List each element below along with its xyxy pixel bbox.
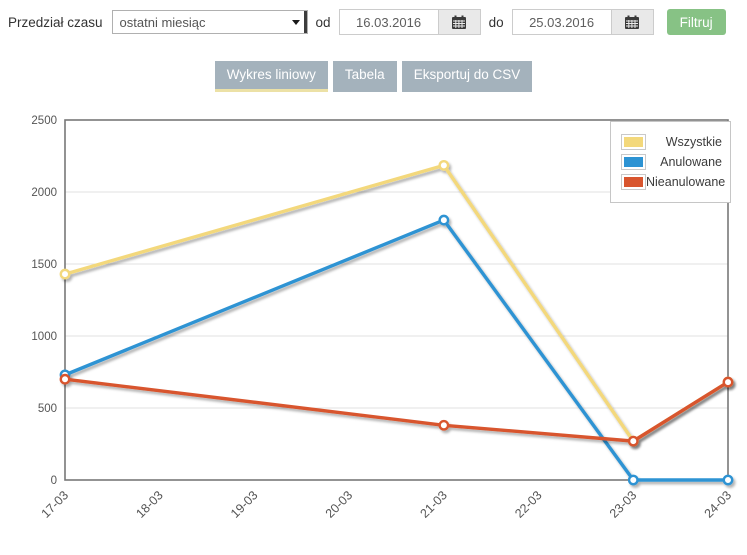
- calendar-icon: [452, 15, 467, 29]
- select-edge: [303, 11, 307, 33]
- data-point: [438, 214, 450, 226]
- legend-swatch: [621, 174, 646, 190]
- to-label: do: [488, 14, 504, 30]
- from-label: od: [315, 14, 331, 30]
- legend-label: Nieanulowane: [646, 175, 726, 189]
- plot-border: [64, 119, 729, 481]
- x-axis-tick-label: 24-03: [702, 488, 735, 521]
- data-point: [722, 376, 734, 388]
- data-point: [438, 159, 450, 171]
- chart-legend: Wszystkie Anulowane Nieanulowane: [610, 121, 731, 203]
- x-axis-tick-label: 23-03: [607, 488, 640, 521]
- to-date-input[interactable]: [511, 9, 612, 35]
- x-axis-tick-label: 21-03: [417, 488, 450, 521]
- data-point: [627, 435, 639, 447]
- tab-export-csv[interactable]: Eksportuj do CSV: [401, 61, 533, 92]
- data-point: [627, 474, 639, 486]
- legend-item: Anulowane: [621, 154, 722, 170]
- data-point: [59, 373, 71, 385]
- tab-line-chart[interactable]: Wykres liniowy: [214, 61, 328, 92]
- time-range-label: Przedział czasu: [8, 14, 103, 30]
- chart-area: 0 500 1000 1500 2000 2500 17-03 18-03 19-03 20-03…: [0, 110, 747, 550]
- to-calendar-button[interactable]: [611, 9, 654, 35]
- line-chart-svg: 0 500 1000 1500 2000 2500 17-03 18-03 19-03 20-03…: [31, 115, 735, 521]
- legend-item: Nieanulowane: [621, 174, 726, 190]
- series-nieanulowane: [59, 373, 734, 447]
- data-point: [722, 474, 734, 486]
- tab-table[interactable]: Tabela: [332, 61, 397, 92]
- x-axis-tick-label: 20-03: [323, 488, 356, 521]
- legend-item: Wszystkie: [621, 134, 722, 150]
- range-select-value: ostatni miesiąc: [119, 14, 206, 30]
- range-select[interactable]: ostatni miesiąc: [111, 10, 308, 34]
- y-axis-tick-label: 2500: [31, 115, 57, 127]
- legend-label: Wszystkie: [665, 135, 722, 149]
- chevron-down-icon: [291, 19, 300, 25]
- y-axis-tick-label: 2000: [31, 187, 57, 199]
- filter-button[interactable]: Filtruj: [666, 9, 726, 35]
- from-date-input[interactable]: [338, 9, 439, 35]
- select-arrow-button[interactable]: [288, 11, 304, 33]
- from-calendar-button[interactable]: [438, 9, 481, 35]
- legend-label: Anulowane: [660, 155, 722, 169]
- to-date-group: [511, 9, 654, 35]
- y-axis-tick-label: 1000: [31, 331, 57, 343]
- x-axis-tick-label: 17-03: [39, 488, 72, 521]
- x-axis-tick-label: 22-03: [512, 488, 545, 521]
- data-point: [59, 268, 71, 280]
- filter-bar: Przedział czasu ostatni miesiąc od: [0, 0, 747, 35]
- series-wszystkie: [59, 159, 734, 447]
- data-point: [438, 419, 450, 431]
- x-axis-tick-label: 18-03: [133, 488, 166, 521]
- view-tabs: Wykres liniowy Tabela Eksportuj do CSV: [0, 61, 747, 92]
- x-axis-tick-label: 19-03: [228, 488, 261, 521]
- y-axis-tick-label: 500: [38, 403, 57, 415]
- from-date-group: [338, 9, 481, 35]
- legend-swatch: [621, 134, 646, 150]
- calendar-icon: [625, 15, 640, 29]
- y-axis-tick-label: 0: [51, 475, 57, 487]
- legend-swatch: [621, 154, 646, 170]
- y-axis-tick-label: 1500: [31, 259, 57, 271]
